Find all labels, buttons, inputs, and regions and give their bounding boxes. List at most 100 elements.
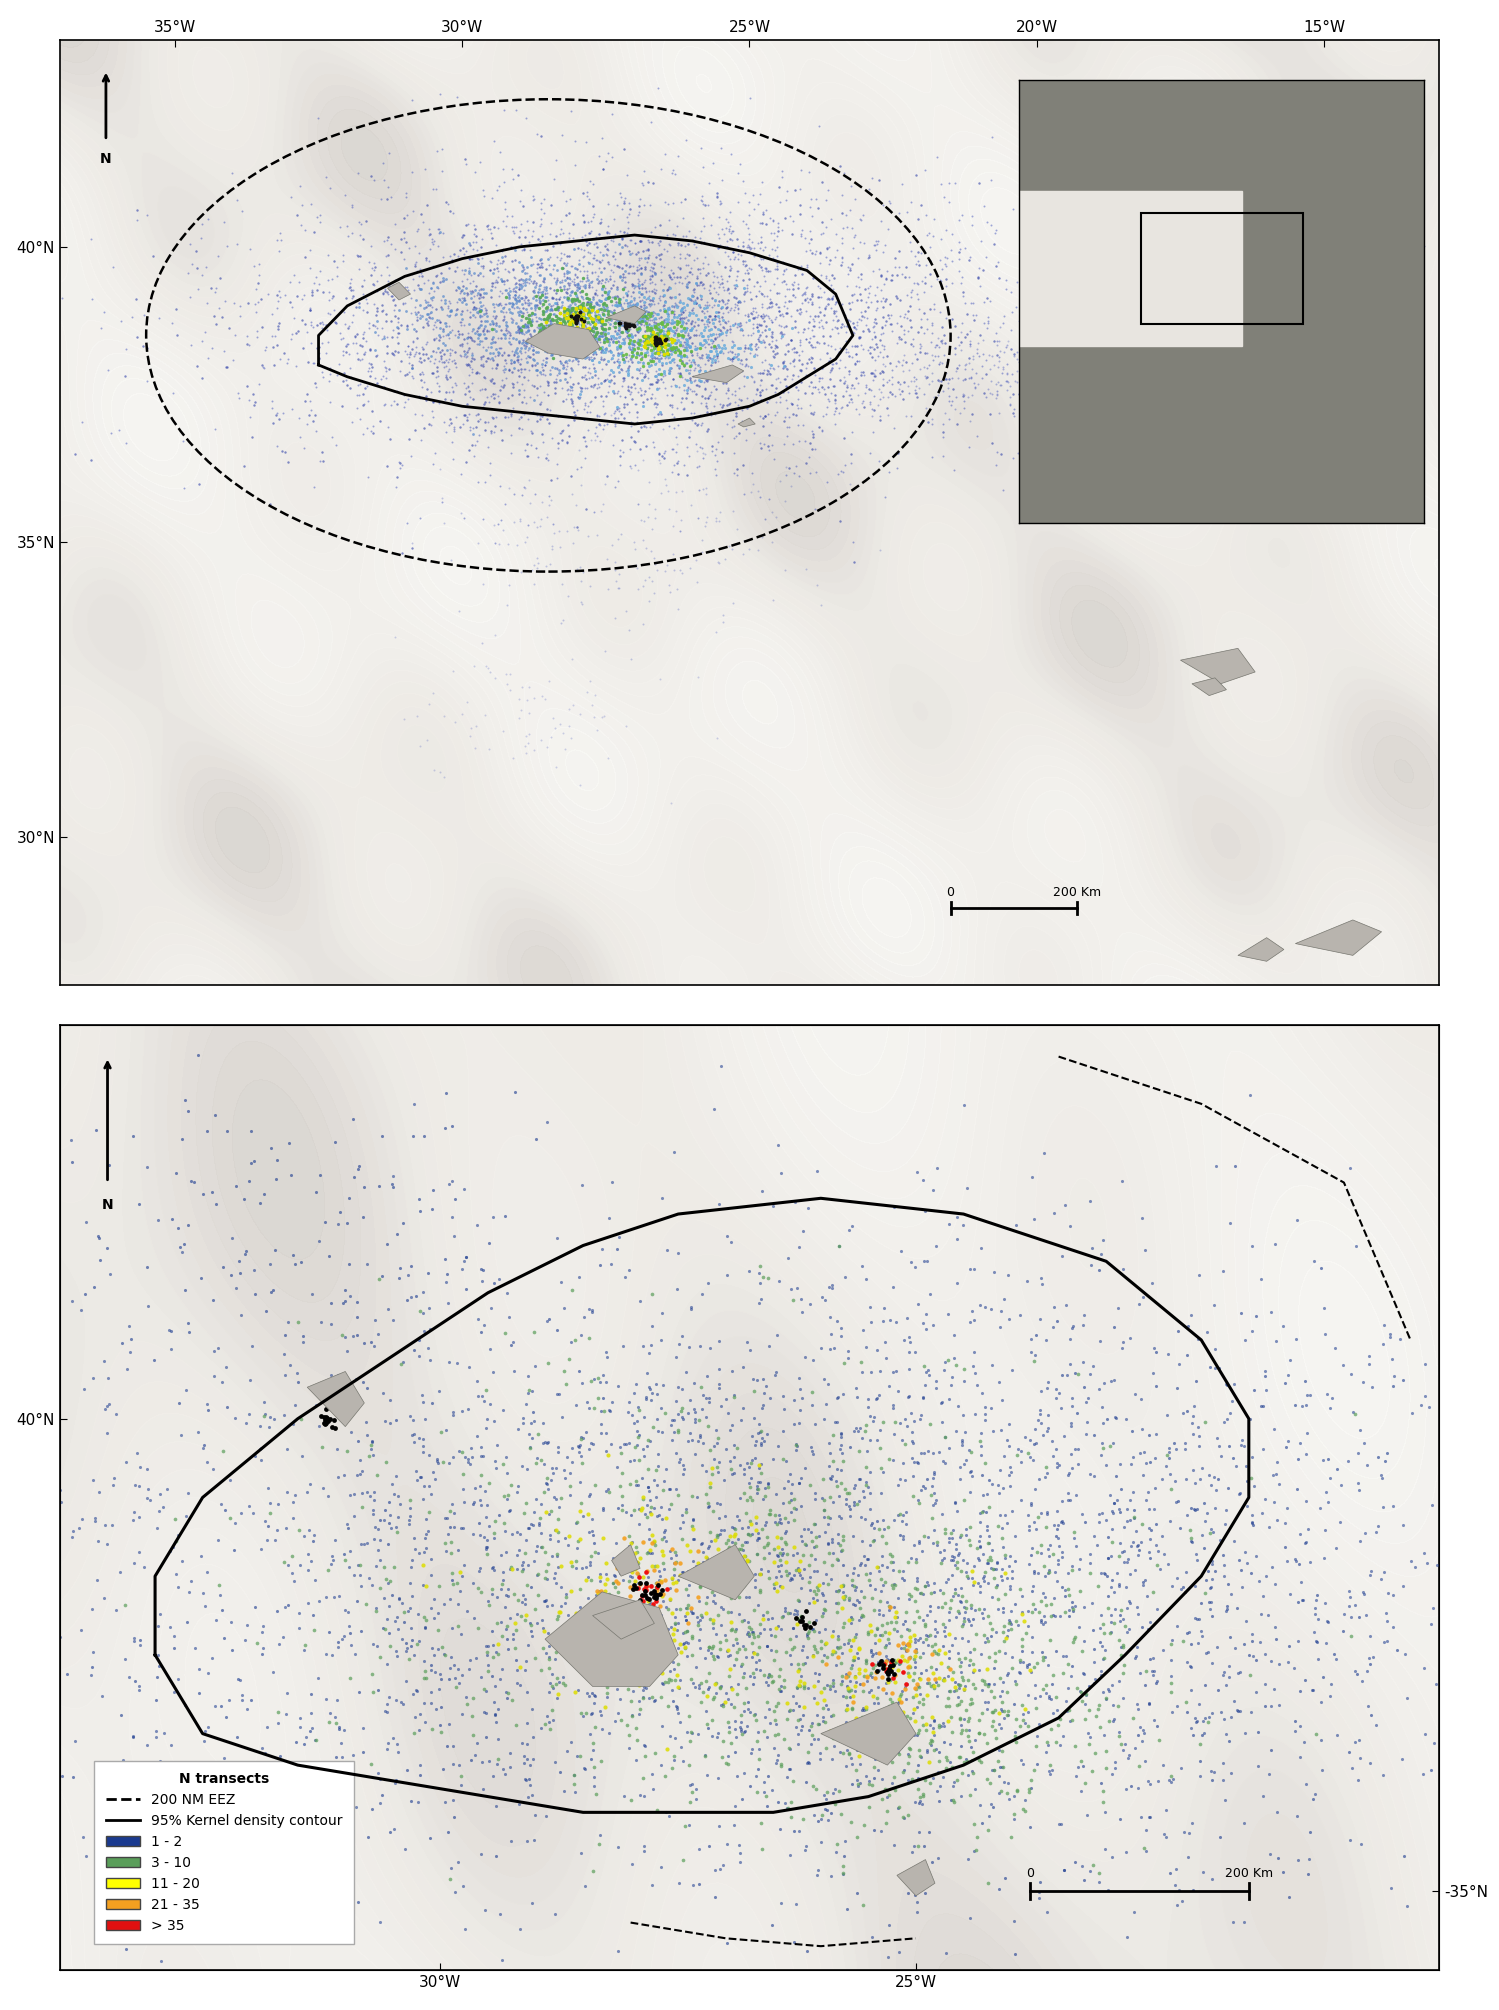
Point [349, 1570, 373, 1602]
Point [538, 464, 562, 496]
Point [1109, 1630, 1133, 1662]
Point [609, 1590, 633, 1622]
Point [477, 1630, 501, 1662]
Point [571, 289, 595, 322]
Point [576, 285, 600, 318]
Point [646, 338, 670, 370]
Point [166, 1815, 190, 1847]
Point [1090, 344, 1114, 376]
Point [862, 360, 886, 392]
Point [628, 308, 652, 340]
Point [652, 293, 676, 326]
Point [502, 243, 526, 275]
Point [565, 553, 589, 585]
Point [886, 1499, 910, 1532]
Point [711, 607, 735, 639]
Point [940, 1544, 964, 1576]
Point [711, 1552, 735, 1584]
Point [732, 1694, 755, 1727]
Point [1399, 1546, 1423, 1578]
Point [561, 318, 585, 350]
Point [802, 1556, 826, 1588]
Point [750, 299, 773, 332]
Point [833, 1580, 857, 1612]
Point [313, 1407, 337, 1439]
Point [1162, 1427, 1186, 1459]
Point [582, 496, 606, 529]
Point [366, 1514, 390, 1546]
Point [784, 398, 808, 430]
Point [606, 1491, 630, 1524]
Point [955, 1560, 979, 1592]
Point [818, 1700, 842, 1733]
Point [162, 1632, 186, 1664]
Point [1040, 1425, 1064, 1457]
Point [340, 1321, 364, 1353]
Point [577, 386, 601, 418]
Point [854, 1660, 878, 1692]
Point [403, 247, 427, 279]
Point [616, 257, 640, 289]
Point [1130, 279, 1154, 312]
Point [729, 308, 752, 340]
Point [735, 1711, 758, 1743]
Point [1111, 1164, 1135, 1196]
Point [616, 1672, 640, 1704]
Point [394, 181, 418, 213]
Point [486, 211, 510, 243]
Point [872, 1652, 896, 1684]
Point [304, 414, 328, 446]
Point [570, 295, 594, 328]
Point [973, 1556, 997, 1588]
Point [956, 1624, 980, 1656]
Point [764, 231, 788, 263]
Point [1199, 312, 1223, 344]
Point [561, 372, 585, 404]
Point [1289, 1566, 1313, 1598]
Point [237, 384, 261, 416]
Point [681, 291, 705, 324]
Point [838, 1674, 862, 1706]
Point [522, 281, 546, 314]
Point [714, 306, 738, 338]
Point [839, 1602, 863, 1634]
Point [802, 1723, 826, 1755]
Point [525, 1606, 549, 1638]
Point [345, 370, 369, 402]
Point [468, 1552, 492, 1584]
Point [919, 231, 943, 263]
Point [675, 324, 699, 356]
Point [505, 1552, 529, 1584]
Point [1262, 1672, 1286, 1704]
Point [564, 1508, 588, 1540]
Point [670, 320, 694, 352]
Point [601, 1566, 625, 1598]
Point [589, 255, 613, 287]
Point [666, 227, 690, 259]
Point [226, 376, 250, 408]
Point [874, 261, 898, 293]
Point [802, 1616, 826, 1648]
Point [564, 299, 588, 332]
Point [424, 173, 448, 205]
Point [1021, 1596, 1045, 1628]
Point [61, 1761, 85, 1793]
Point [997, 1459, 1021, 1491]
Point [826, 233, 850, 265]
Point [594, 348, 618, 380]
Point [916, 360, 940, 392]
Point [495, 295, 519, 328]
Point [375, 1696, 399, 1729]
Point [860, 332, 884, 364]
Point [717, 215, 741, 247]
Point [682, 330, 706, 362]
Point [361, 416, 385, 448]
Point [890, 1425, 914, 1457]
Point [696, 320, 720, 352]
Point [651, 412, 675, 444]
Point [441, 1783, 465, 1815]
Point [784, 1711, 808, 1743]
Point [628, 372, 652, 404]
Point [639, 344, 663, 376]
Point [998, 1570, 1022, 1602]
